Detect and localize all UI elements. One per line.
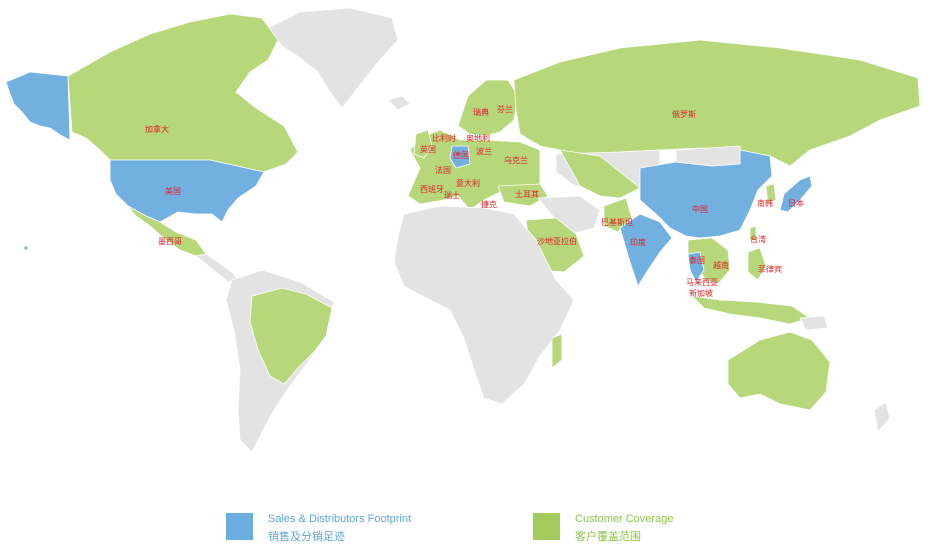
central-america-region — [195, 253, 239, 283]
label-switzerland: 瑞士 — [444, 190, 460, 200]
legend-coverage-en: Customer Coverage — [575, 513, 674, 525]
label-turkey: 土耳其 — [515, 189, 539, 199]
label-czech: 捷克 — [481, 199, 497, 209]
label-taiwan: 台湾 — [750, 234, 766, 244]
legend-footprint-swatch — [226, 513, 253, 540]
thailand-region — [687, 251, 705, 283]
label-pakistan: 巴基斯坦 — [601, 217, 633, 227]
mongolia-region — [675, 145, 741, 167]
label-spain: 西班牙 — [420, 184, 444, 194]
label-austria: 奥地利 — [466, 133, 490, 143]
label-ukraine: 乌克兰 — [504, 155, 528, 165]
label-belgium: 比利时 — [432, 133, 456, 143]
iceland-region — [387, 95, 411, 111]
australia-region — [727, 331, 831, 411]
label-mexico: 墨西哥 — [158, 237, 182, 246]
new-zealand-region — [873, 401, 891, 433]
germany-region — [449, 145, 471, 169]
label-usa: 美国 — [165, 186, 181, 196]
label-canada: 加拿大 — [145, 124, 169, 134]
russia-region — [513, 39, 921, 167]
india-region — [619, 213, 673, 287]
label-france: 法国 — [435, 165, 451, 175]
legend-footprint-zh: 销售及分销足迹 — [268, 530, 345, 543]
png-region — [799, 315, 829, 331]
world-map-svg: 加拿大 美国 墨西哥 比利时 英国 德国 奥地利 波兰 瑞典 芬兰 俄罗斯 法国… — [5, 7, 921, 453]
africa-region — [393, 205, 575, 405]
hawaii-region — [23, 245, 29, 251]
madagascar-region — [551, 333, 563, 369]
korea-region — [765, 183, 777, 205]
label-vietnam: 越南 — [713, 260, 729, 270]
label-poland: 波兰 — [476, 146, 492, 156]
label-saudi: 沙地亚拉伯 — [537, 236, 577, 246]
label-malaysia: 马来西亚 — [686, 278, 718, 287]
label-russia: 俄罗斯 — [672, 109, 696, 119]
label-india: 印度 — [630, 237, 646, 247]
indonesia-region — [690, 295, 811, 325]
japan-region — [779, 175, 813, 213]
legend-coverage-swatch — [533, 513, 560, 540]
legend-footprint-en: Sales & Distributors Footprint — [268, 513, 412, 525]
label-sweden: 瑞典 — [473, 107, 489, 117]
canada-region — [67, 13, 299, 173]
label-china: 中国 — [692, 204, 708, 214]
turkey-region — [497, 183, 549, 207]
alaska-region — [5, 71, 71, 141]
greenland-region — [267, 7, 399, 109]
usa-region — [109, 159, 265, 223]
label-japan: 日本 — [788, 198, 804, 208]
label-germany: 德国 — [453, 150, 469, 160]
taiwan-region — [749, 225, 757, 241]
asia-green-region — [559, 149, 641, 199]
label-thailand: 泰国 — [689, 255, 705, 265]
label-italy: 意大利 — [456, 178, 480, 188]
world-map: 加拿大 美国 墨西哥 比利时 英国 德国 奥地利 波兰 瑞典 芬兰 俄罗斯 法国… — [5, 7, 921, 453]
uk-region — [413, 129, 433, 159]
brazil-region — [249, 287, 333, 385]
label-korea: 南韩 — [757, 198, 773, 208]
label-singapore: 新加坡 — [689, 288, 713, 298]
label-uk: 英国 — [420, 144, 436, 154]
philippines-region — [747, 247, 767, 281]
label-philippines: 菲律宾 — [758, 264, 782, 274]
legend-coverage-zh: 客户覆盖范围 — [575, 530, 641, 543]
label-finland: 芬兰 — [497, 104, 513, 114]
